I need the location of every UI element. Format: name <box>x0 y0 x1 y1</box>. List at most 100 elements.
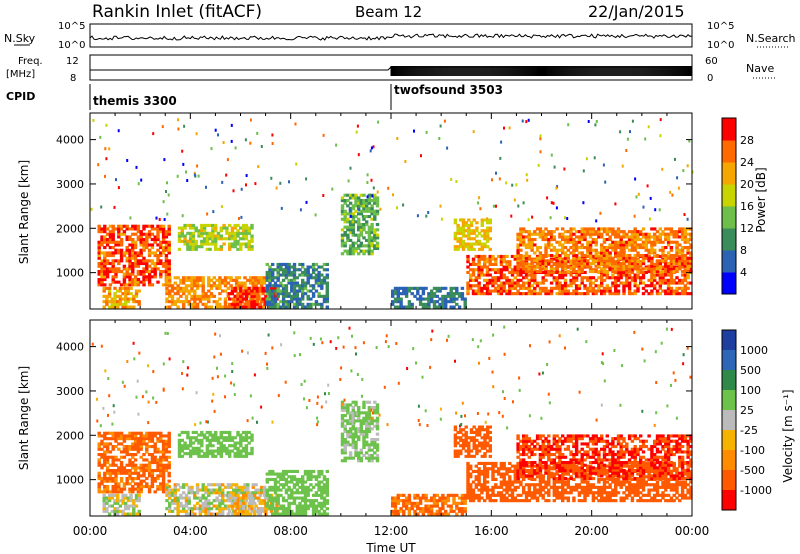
sparse-echo <box>539 137 542 141</box>
heatmap-cell <box>527 292 531 296</box>
heatmap-cell <box>544 259 548 263</box>
sparse-echo <box>425 130 428 134</box>
heatmap-cell <box>370 207 374 211</box>
heatmap-cell <box>193 278 197 282</box>
heatmap-cell <box>588 281 593 285</box>
heatmap-cell <box>260 300 264 304</box>
heatmap-cell <box>586 264 590 268</box>
heatmap-cell <box>219 446 223 450</box>
heatmap-cell <box>614 264 618 268</box>
heatmap-cell <box>340 233 345 237</box>
heatmap-cell <box>292 496 297 500</box>
heatmap-cell <box>262 278 267 282</box>
heatmap-cell <box>533 286 537 290</box>
sparse-echo <box>450 177 453 181</box>
heatmap-cell <box>680 265 685 269</box>
heatmap-cell <box>322 276 327 280</box>
heatmap-cell <box>215 499 219 503</box>
heatmap-cell <box>616 270 621 274</box>
heatmap-cell <box>555 281 559 285</box>
heatmap-cell <box>675 232 679 236</box>
heatmap-cell <box>164 466 169 470</box>
heatmap-cell <box>686 227 690 231</box>
heatmap-cell <box>555 257 559 261</box>
heatmap-cell <box>658 276 662 280</box>
heatmap-cell <box>639 243 643 247</box>
heatmap-cell <box>480 292 484 296</box>
heatmap-cell <box>215 483 219 487</box>
heatmap-cell <box>549 286 554 290</box>
heatmap-cell <box>320 286 324 290</box>
heatmap-cell <box>664 278 668 282</box>
heatmap-cell <box>516 259 520 263</box>
heatmap-cell <box>655 292 660 296</box>
heatmap-cell <box>105 267 110 271</box>
heatmap-cell <box>611 259 615 263</box>
sparse-echo <box>331 187 334 191</box>
heatmap-cell <box>538 286 543 290</box>
heatmap-cell <box>265 278 269 282</box>
heatmap-cell <box>644 284 648 288</box>
heatmap-cell <box>105 447 110 451</box>
heatmap-cell <box>125 283 129 287</box>
heatmap-cell <box>287 507 291 511</box>
heatmap-cell <box>214 449 218 453</box>
heatmap-cell <box>156 485 160 489</box>
heatmap-cell <box>505 289 509 293</box>
heatmap-cell <box>569 273 573 277</box>
heatmap-cell <box>622 248 626 252</box>
heatmap-cell <box>142 243 146 247</box>
heatmap-cell <box>119 243 124 247</box>
heatmap-cell <box>658 240 662 244</box>
heatmap-cell <box>161 469 166 473</box>
heatmap-cell <box>678 259 682 263</box>
heatmap-cell <box>292 483 297 487</box>
heatmap-cell <box>527 267 531 271</box>
heatmap-cell <box>124 286 128 290</box>
heatmap-cell <box>221 512 225 516</box>
heatmap-cell <box>124 496 128 500</box>
heatmap-cell <box>190 485 194 489</box>
heatmap-cell <box>132 512 136 516</box>
heatmap-cell <box>202 436 207 440</box>
heatmap-cell <box>317 276 321 280</box>
heatmap-cell <box>208 452 212 456</box>
heatmap-cell <box>577 284 582 288</box>
heatmap-cell <box>225 430 229 434</box>
heatmap-cell <box>633 267 637 271</box>
heatmap-cell <box>346 238 350 242</box>
heatmap-cell <box>636 289 640 293</box>
heatmap-cell <box>499 292 504 296</box>
heatmap-cell <box>469 286 473 290</box>
heatmap-cell <box>251 284 255 288</box>
heatmap-cell <box>173 491 177 495</box>
heatmap-cell <box>128 278 132 282</box>
heatmap-cell <box>131 240 135 244</box>
heatmap-cell <box>577 256 582 260</box>
heatmap-cell <box>139 270 143 274</box>
heatmap-cell <box>370 244 374 248</box>
heatmap-cell <box>228 430 232 434</box>
heatmap-cell <box>137 493 141 497</box>
heatmap-cell <box>577 265 582 269</box>
heatmap-cell <box>471 289 476 293</box>
heatmap-cell <box>314 300 319 304</box>
heatmap-cell <box>177 239 182 243</box>
heatmap-cell <box>572 264 576 268</box>
heatmap-cell <box>633 246 637 250</box>
heatmap-cell <box>675 281 679 285</box>
heatmap-cell <box>486 245 490 249</box>
heatmap-cell <box>233 286 237 290</box>
heatmap-cell <box>354 199 358 203</box>
heatmap-cell <box>463 297 467 301</box>
heatmap-cell <box>271 499 275 503</box>
heatmap-cell <box>561 232 565 236</box>
heatmap-cell <box>616 284 621 288</box>
heatmap-cell <box>161 477 166 481</box>
heatmap-cell <box>177 433 182 437</box>
heatmap-cell <box>191 441 196 445</box>
heatmap-cell <box>373 209 377 213</box>
heatmap-cell <box>147 434 152 438</box>
heatmap-cell <box>591 270 596 274</box>
heatmap-cell <box>591 262 596 266</box>
